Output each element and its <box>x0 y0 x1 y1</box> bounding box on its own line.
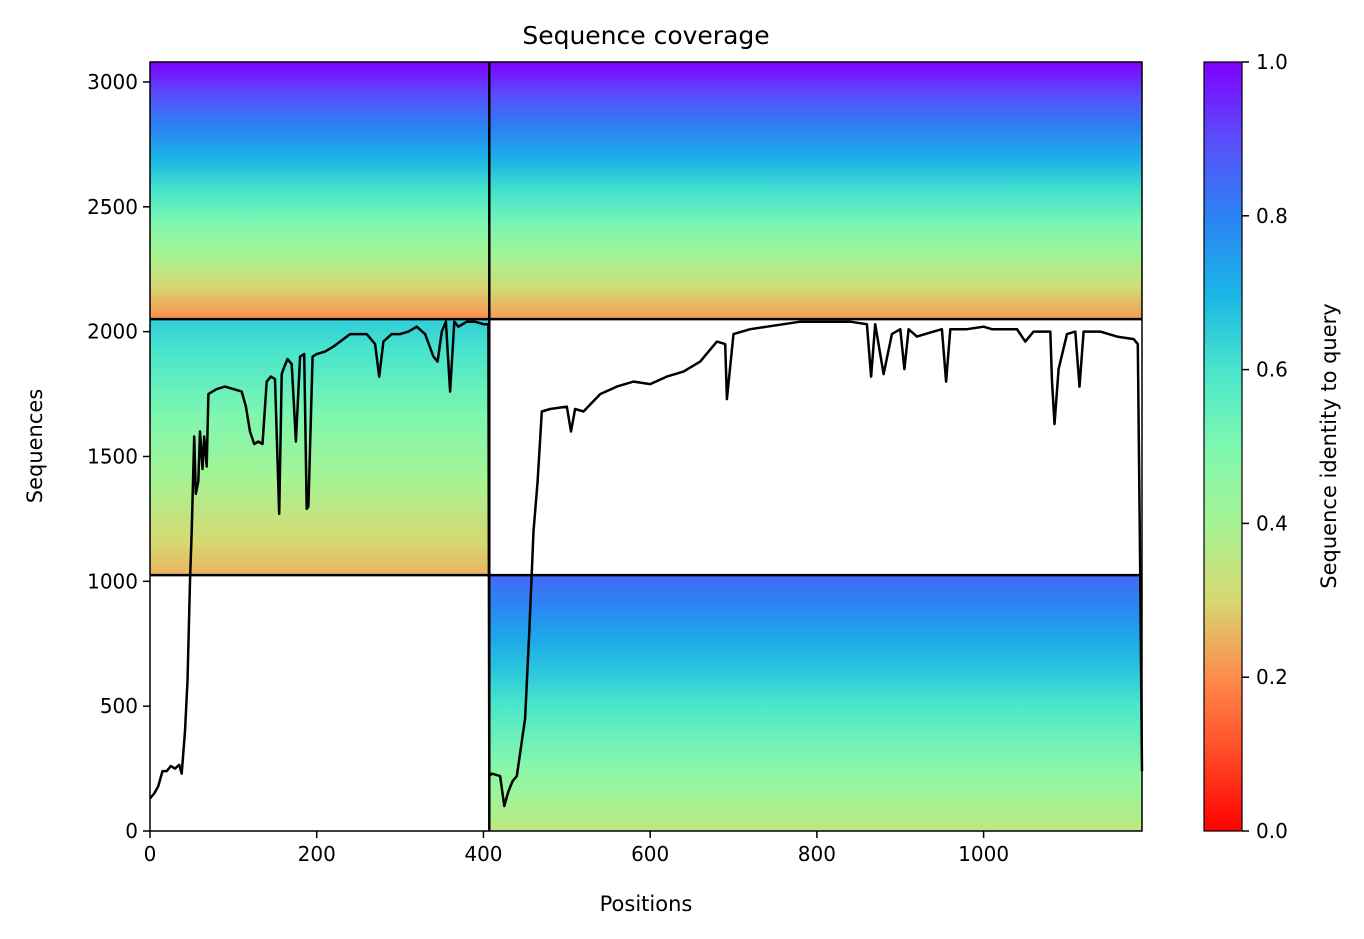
heatmap-block <box>489 62 1142 320</box>
y-tick-label: 500 <box>100 694 138 718</box>
colorbar-ticks: 0.0 0.2 0.4 0.6 0.8 1.0 <box>1242 50 1288 843</box>
heatmap-block <box>150 62 490 320</box>
x-tick-label: 800 <box>798 842 836 866</box>
colorbar-tick-label: 0.8 <box>1256 204 1288 228</box>
y-tick-label: 2500 <box>87 195 138 219</box>
y-tick-label: 2000 <box>87 320 138 344</box>
colorbar-tick-label: 0.0 <box>1256 819 1288 843</box>
colorbar-tick-label: 1.0 <box>1256 50 1288 74</box>
x-tick-label: 200 <box>298 842 336 866</box>
chart-title: Sequence coverage <box>522 21 769 50</box>
x-tick-label: 0 <box>144 842 157 866</box>
y-axis-ticks: 0 500 1000 1500 2000 2500 3000 <box>87 70 150 843</box>
colorbar-tick-label: 0.4 <box>1256 511 1288 535</box>
colorbar-tick-label: 0.2 <box>1256 665 1288 689</box>
colorbar-tick-label: 0.6 <box>1256 358 1288 382</box>
y-tick-label: 1000 <box>87 569 138 593</box>
colorbar <box>1203 61 1243 832</box>
x-axis-label: Positions <box>600 892 693 916</box>
x-axis-ticks: 0 200 400 600 800 1000 <box>144 831 1009 866</box>
y-axis-label: Sequences <box>23 389 47 504</box>
colorbar-label: Sequence identity to query <box>1317 303 1341 588</box>
y-tick-label: 0 <box>125 819 138 843</box>
x-tick-label: 400 <box>464 842 502 866</box>
heatmap-block <box>489 575 1142 831</box>
coverage-line <box>149 320 1144 808</box>
plot-frame <box>149 61 1143 832</box>
x-tick-label: 600 <box>631 842 669 866</box>
y-tick-label: 3000 <box>87 70 138 94</box>
y-tick-label: 1500 <box>87 444 138 468</box>
heatmap-blocks <box>150 62 1142 831</box>
x-tick-label: 1000 <box>958 842 1009 866</box>
